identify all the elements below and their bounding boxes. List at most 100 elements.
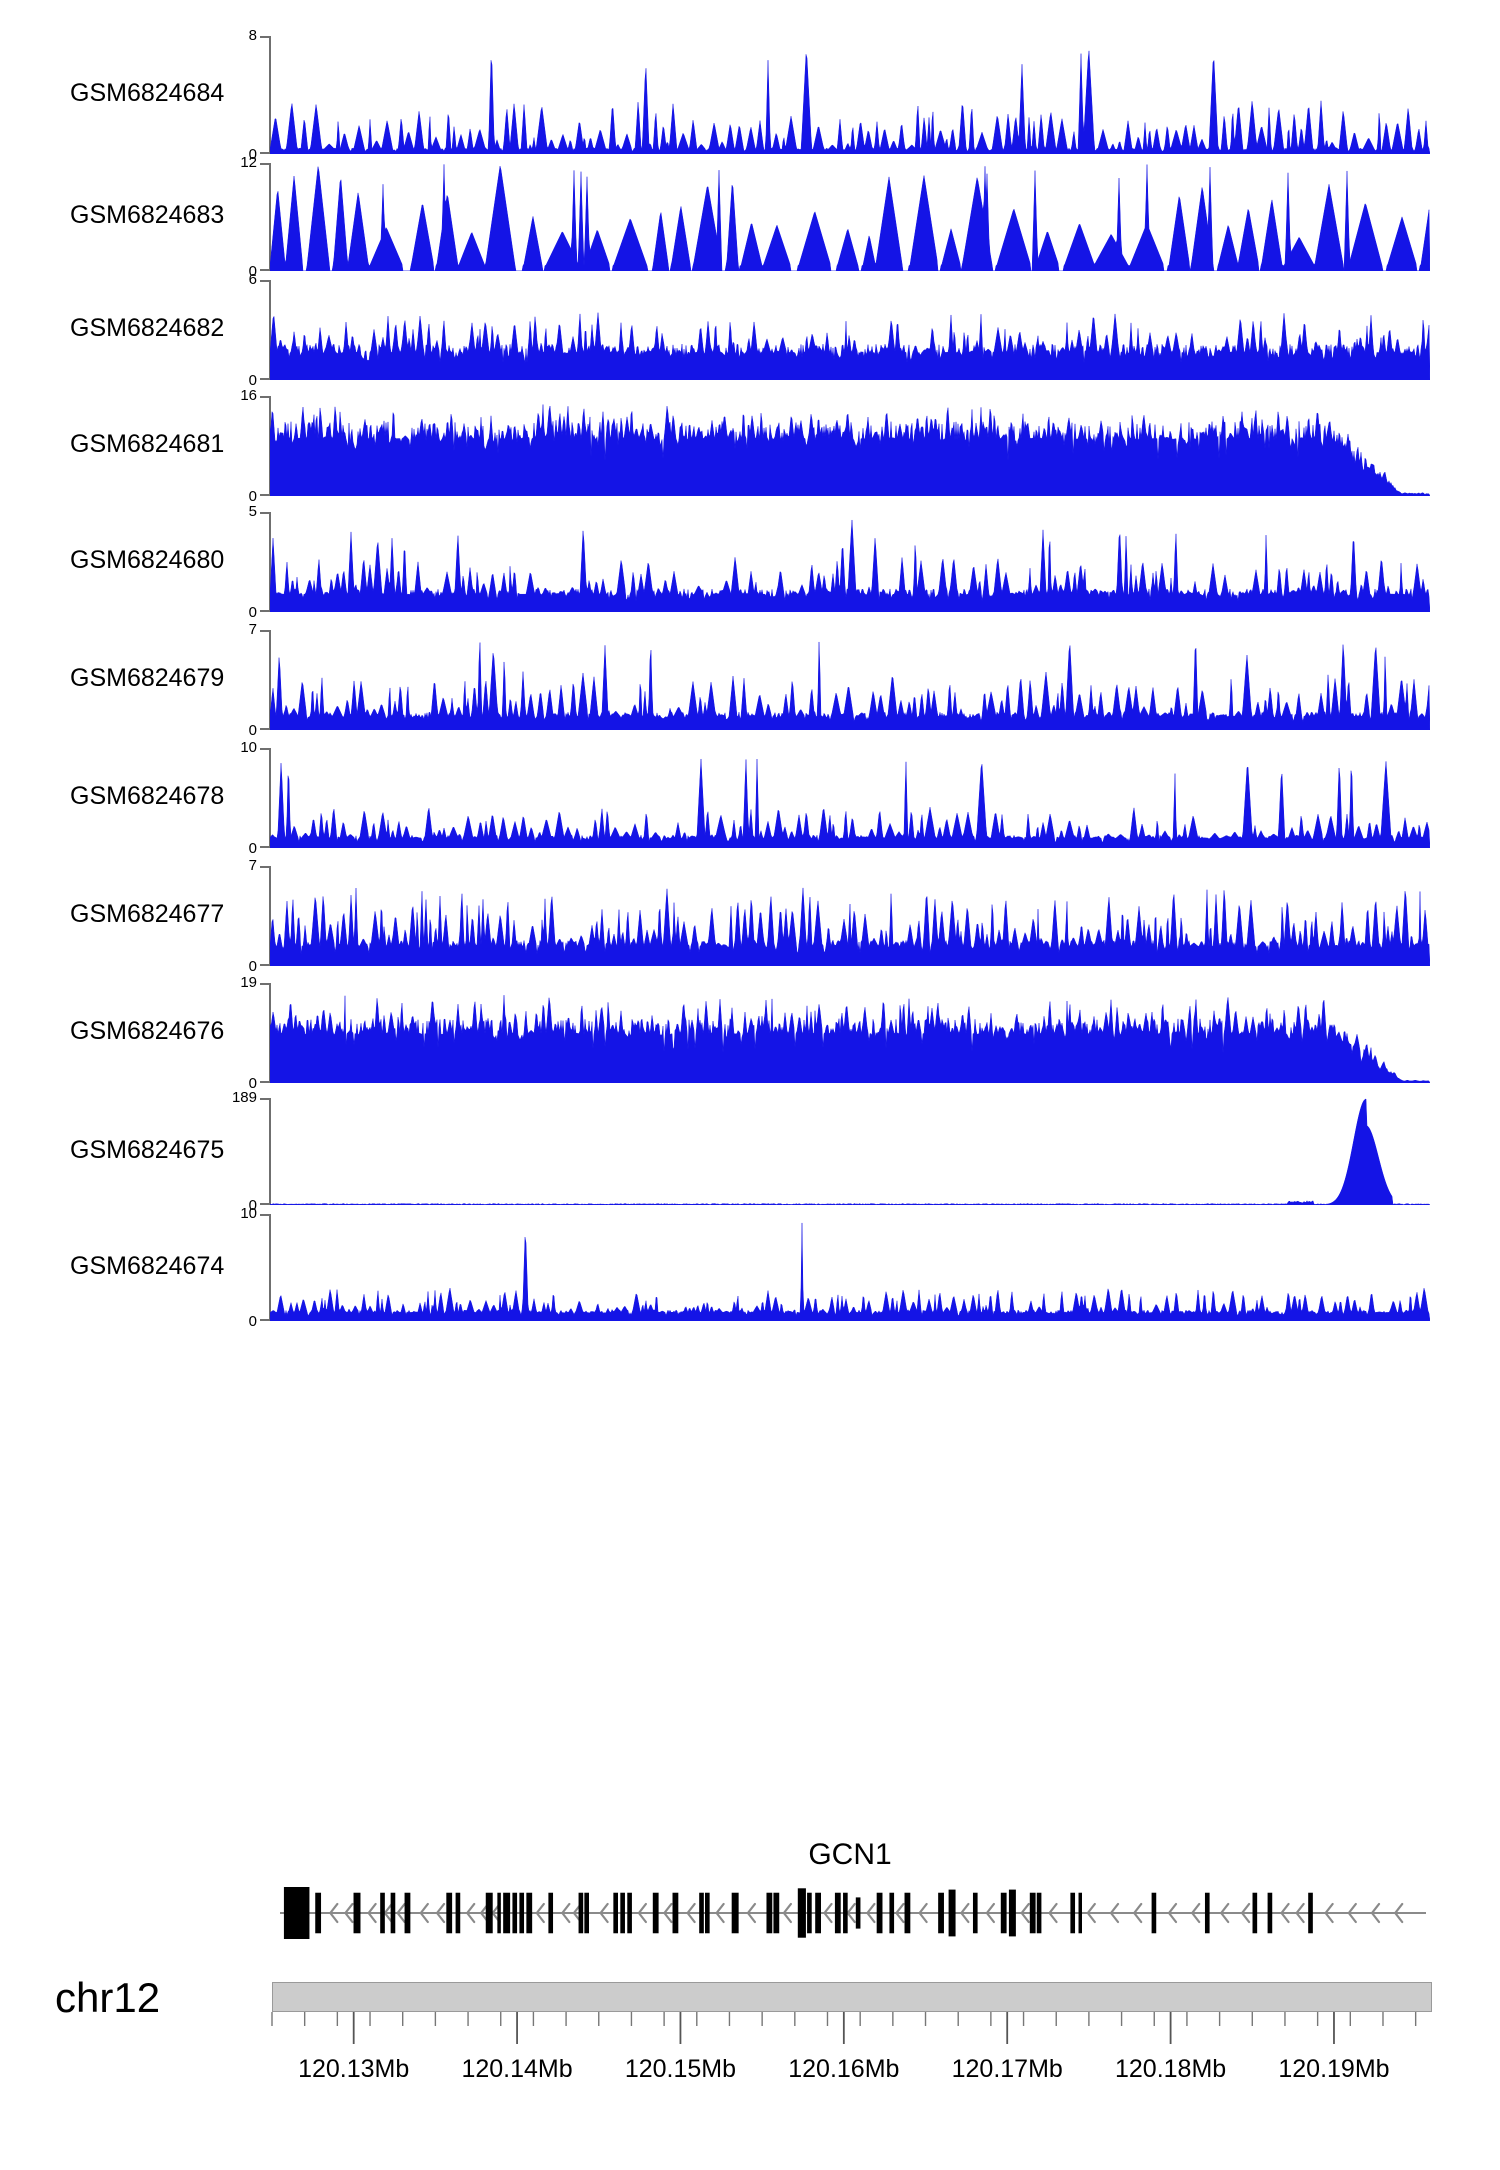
coverage-track[interactable]: GSM6824681 16 0 — [0, 388, 1500, 504]
y-axis-tick-max — [260, 1214, 271, 1216]
coverage-plot-GSM6824674[interactable] — [270, 1214, 1430, 1321]
coverage-track[interactable]: GSM6824674 10 0 — [0, 1206, 1500, 1329]
y-axis-min-label: 0 — [248, 1075, 257, 1092]
coverage-track[interactable]: GSM6824676 19 0 — [0, 975, 1500, 1091]
y-axis-tick-max — [260, 396, 271, 398]
track-label-GSM6824683: GSM6824683 — [70, 201, 225, 229]
y-axis-min-label: 0 — [248, 146, 257, 163]
coverage-track[interactable]: GSM6824682 6 0 — [0, 272, 1500, 388]
coverage-track[interactable]: GSM6824679 7 0 — [0, 622, 1500, 738]
coverage-plot-GSM6824681[interactable] — [270, 396, 1430, 496]
y-axis-tick-min — [260, 728, 271, 730]
y-axis-line — [269, 866, 271, 966]
y-axis-max-label: 7 — [248, 857, 257, 874]
y-axis-max-label: 12 — [240, 154, 257, 171]
coverage-plot-GSM6824677[interactable] — [270, 866, 1430, 966]
coverage-track[interactable]: GSM6824677 7 0 — [0, 858, 1500, 974]
chromosome-ideogram-bar[interactable] — [272, 1982, 1432, 2012]
y-axis-tick-max — [260, 512, 271, 514]
y-axis-line — [269, 512, 271, 612]
y-axis-min-label: 0 — [248, 722, 257, 739]
track-label-GSM6824678: GSM6824678 — [70, 782, 225, 810]
genomic-axis — [270, 2012, 1434, 2050]
gene-model-graphic[interactable] — [270, 1880, 1430, 1946]
y-axis-tick-max — [260, 1098, 271, 1100]
track-label-GSM6824674: GSM6824674 — [70, 1251, 225, 1280]
y-axis-min-label: 0 — [248, 1313, 257, 1330]
y-axis-line — [269, 630, 271, 730]
y-axis-line — [269, 748, 271, 848]
y-axis-max-label: 10 — [240, 739, 257, 756]
gene-model-svg — [280, 1887, 1426, 1939]
coverage-track[interactable]: GSM6824683 12 0 — [0, 155, 1500, 279]
coverage-track[interactable]: GSM6824678 10 0 — [0, 740, 1500, 856]
y-axis-min-label: 0 — [248, 372, 257, 389]
y-axis: 12 0 — [240, 155, 271, 279]
coverage-plot-GSM6824679[interactable] — [270, 630, 1430, 730]
axis-tick-label: 120.17Mb — [951, 2055, 1063, 2083]
y-axis-max-label: 8 — [248, 27, 257, 44]
y-axis-max-label: 7 — [248, 621, 257, 638]
y-axis-tick-max — [260, 748, 271, 750]
y-axis: 189 0 — [232, 1090, 271, 1213]
y-axis-min-label: 0 — [248, 604, 257, 621]
y-axis-tick-max — [260, 280, 271, 282]
coverage-track[interactable]: GSM6824680 5 0 — [0, 504, 1500, 620]
coverage-area-svg — [270, 519, 1430, 612]
coverage-plot-GSM6824683[interactable] — [270, 163, 1430, 271]
track-label-GSM6824679: GSM6824679 — [70, 664, 225, 692]
y-axis-line — [269, 1214, 271, 1321]
y-axis: 10 0 — [240, 1206, 271, 1329]
track-label-GSM6824677: GSM6824677 — [70, 900, 225, 928]
axis-tick-label: 120.13Mb — [298, 2055, 410, 2083]
coverage-area-svg — [270, 1222, 1430, 1321]
y-axis-tick-max — [260, 36, 271, 38]
y-axis-tick-max — [260, 866, 271, 868]
coverage-area-svg — [270, 758, 1430, 848]
coverage-plot-GSM6824684[interactable] — [270, 36, 1430, 154]
y-axis-tick-min — [260, 1319, 271, 1321]
y-axis-max-label: 189 — [231, 1089, 257, 1106]
y-axis-tick-min — [260, 1081, 271, 1083]
y-axis-line — [269, 163, 271, 271]
track-label-GSM6824684: GSM6824684 — [70, 79, 225, 107]
axis-tick-label: 120.16Mb — [788, 2055, 900, 2083]
y-axis-min-label: 0 — [248, 840, 257, 857]
y-axis-tick-min — [260, 378, 271, 380]
axis-tick-label: 120.19Mb — [1278, 2055, 1390, 2083]
track-label-GSM6824681: GSM6824681 — [70, 430, 225, 458]
coverage-area-svg — [270, 887, 1430, 966]
axis-tick-label: 120.18Mb — [1114, 2055, 1227, 2083]
coverage-plot-GSM6824682[interactable] — [270, 280, 1430, 380]
y-axis-max-label: 19 — [240, 974, 257, 991]
coverage-track[interactable]: GSM6824675 189 0 — [0, 1090, 1500, 1213]
track-label-GSM6824680: GSM6824680 — [70, 546, 225, 574]
y-axis-min-label: 0 — [248, 958, 257, 975]
coverage-plot-GSM6824675[interactable] — [270, 1098, 1430, 1205]
y-axis-max-label: 10 — [240, 1205, 257, 1222]
coverage-plot-GSM6824680[interactable] — [270, 512, 1430, 612]
coverage-area-svg — [270, 404, 1430, 496]
y-axis-tick-min — [260, 964, 271, 966]
y-axis-line — [269, 36, 271, 154]
coverage-area-svg — [270, 312, 1430, 380]
chromosome-label: chr12 — [55, 1974, 161, 2021]
y-axis-tick-min — [260, 610, 271, 612]
y-axis-line — [269, 280, 271, 380]
coverage-area-svg — [270, 164, 1430, 271]
gene-name-label: GCN1 — [808, 1838, 892, 1871]
y-axis-tick-min — [260, 846, 271, 848]
coverage-plot-GSM6824676[interactable] — [270, 983, 1430, 1083]
y-axis-max-label: 5 — [248, 503, 257, 520]
track-label-GSM6824675: GSM6824675 — [70, 1135, 225, 1164]
y-axis-tick-min — [260, 269, 271, 271]
y-axis: 19 0 — [240, 975, 271, 1091]
coverage-plot-GSM6824678[interactable] — [270, 748, 1430, 848]
y-axis-tick-max — [260, 983, 271, 985]
axis-tick-label: 120.14Mb — [461, 2055, 573, 2083]
coverage-area-svg — [270, 1098, 1430, 1205]
track-label-GSM6824676: GSM6824676 — [70, 1017, 225, 1045]
coverage-track[interactable]: GSM6824684 8 0 — [0, 28, 1500, 162]
